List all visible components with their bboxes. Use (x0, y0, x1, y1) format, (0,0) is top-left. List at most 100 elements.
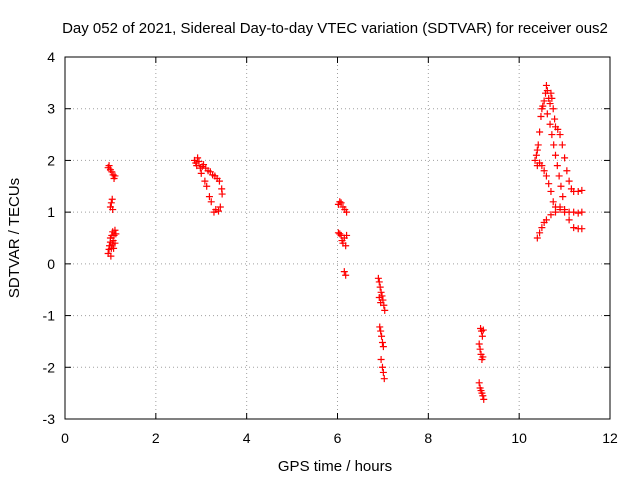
data-point (538, 224, 546, 232)
data-point (476, 345, 484, 353)
data-point (109, 206, 117, 214)
data-point (205, 193, 213, 201)
data-point (342, 271, 350, 279)
data-point (552, 151, 559, 159)
data-point (559, 193, 567, 201)
data-point (378, 363, 386, 371)
y-tick-label: 0 (47, 256, 55, 272)
data-point (578, 186, 586, 194)
data-point (540, 97, 548, 105)
data-points (104, 81, 586, 403)
data-point (203, 182, 211, 190)
x-tick-label: 10 (511, 430, 527, 446)
data-point (561, 206, 569, 214)
y-axis-label: SDTVAR / TECUs (6, 178, 23, 298)
data-point (480, 395, 488, 403)
data-point (555, 172, 563, 180)
data-point (550, 141, 558, 149)
data-point (374, 274, 382, 282)
x-tick-label: 8 (424, 430, 432, 446)
data-point (551, 115, 559, 123)
data-point (574, 187, 582, 195)
data-point (216, 203, 224, 211)
data-point (538, 162, 546, 170)
data-point (542, 216, 550, 224)
data-point (578, 225, 586, 233)
data-point (381, 306, 389, 314)
data-point (110, 244, 118, 252)
data-point (340, 268, 348, 276)
data-point (565, 216, 573, 224)
data-point (479, 326, 487, 334)
data-point (112, 230, 120, 238)
data-point (547, 187, 555, 195)
data-point (375, 293, 383, 301)
data-point (343, 231, 351, 239)
data-point (380, 375, 388, 383)
data-point (546, 100, 554, 108)
data-point (376, 323, 384, 331)
data-point (336, 230, 344, 238)
data-point (200, 161, 208, 169)
data-point (111, 172, 119, 180)
data-point (542, 81, 550, 89)
data-point (549, 105, 557, 113)
data-point (531, 156, 539, 164)
data-point (574, 209, 582, 217)
data-point (379, 368, 387, 376)
data-point (193, 162, 201, 170)
data-point (337, 199, 345, 207)
data-point (537, 112, 545, 120)
data-point (475, 379, 483, 387)
data-point (378, 338, 386, 346)
data-point (546, 120, 554, 128)
y-tick-label: -3 (43, 411, 56, 427)
data-point (558, 141, 566, 149)
data-point (540, 167, 548, 175)
x-tick-label: 0 (61, 430, 69, 446)
data-point (479, 392, 487, 400)
data-point (570, 224, 578, 232)
data-point (108, 168, 116, 176)
y-tick-label: -1 (43, 308, 56, 324)
data-point (378, 332, 386, 340)
data-point (218, 190, 226, 198)
data-point (111, 226, 119, 234)
data-point (539, 102, 547, 110)
data-point (556, 203, 564, 211)
data-point (542, 172, 550, 180)
data-point (534, 141, 542, 149)
data-point (111, 239, 119, 247)
x-tick-label: 6 (334, 430, 342, 446)
data-point (554, 125, 562, 133)
data-point (342, 242, 350, 250)
data-point (578, 208, 586, 216)
data-point (549, 198, 557, 206)
data-point (553, 162, 561, 170)
y-tick-label: -2 (43, 359, 56, 375)
data-point (557, 182, 565, 190)
data-point (201, 177, 209, 185)
data-point (107, 252, 115, 260)
data-point (563, 167, 571, 175)
data-point (533, 146, 541, 154)
data-point (556, 131, 564, 139)
data-point (377, 288, 385, 296)
data-point (545, 180, 553, 188)
data-point (376, 283, 384, 291)
data-point (377, 356, 385, 364)
data-point (107, 199, 115, 207)
data-point (207, 198, 215, 206)
data-point (343, 208, 351, 216)
data-point (543, 110, 551, 118)
data-point (377, 299, 385, 307)
data-point (547, 211, 555, 219)
x-axis-label: GPS time / hours (278, 458, 392, 475)
y-tick-label: 1 (47, 204, 55, 220)
y-tick-label: 2 (47, 152, 55, 168)
data-point (552, 208, 559, 216)
data-point (479, 353, 487, 361)
y-tick-label: 4 (47, 49, 55, 65)
